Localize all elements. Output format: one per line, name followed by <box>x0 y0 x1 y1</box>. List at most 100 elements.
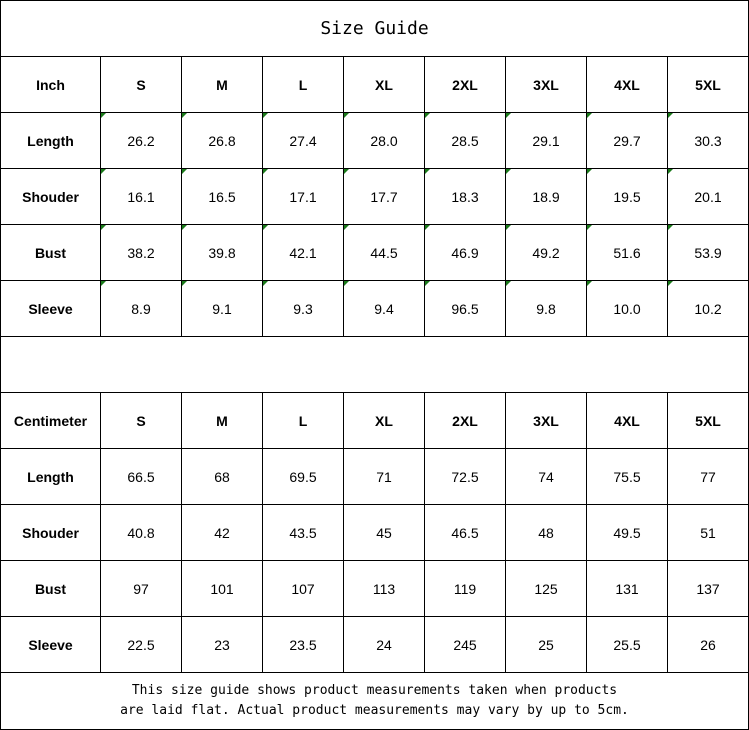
table-cell: 25 <box>505 616 587 673</box>
row-label: Bust <box>0 224 101 281</box>
table-cell: 28.0 <box>343 112 425 169</box>
unit-label: Inch <box>0 56 101 113</box>
table-cell: 113 <box>343 560 425 617</box>
table-cell: 39.8 <box>181 224 263 281</box>
table-cell: 29.7 <box>586 112 668 169</box>
table-cell: 10.0 <box>586 280 668 337</box>
table-cell: 72.5 <box>424 448 506 505</box>
size-header: XL <box>343 56 425 113</box>
unit-label: Centimeter <box>0 392 101 449</box>
table-cell: 17.1 <box>262 168 344 225</box>
table-row: Sleeve 22.5 23 23.5 24 245 25 25.5 26 <box>0 616 749 673</box>
size-header: 2XL <box>424 56 506 113</box>
table-cell: 19.5 <box>586 168 668 225</box>
table-cell: 53.9 <box>667 224 749 281</box>
table-cell: 51 <box>667 504 749 561</box>
table-cell: 137 <box>667 560 749 617</box>
size-header: L <box>262 392 344 449</box>
row-label: Length <box>0 448 101 505</box>
size-header: 5XL <box>667 56 749 113</box>
table-cell: 26.8 <box>181 112 263 169</box>
table-row: Length 66.5 68 69.5 71 72.5 74 75.5 77 <box>0 448 749 505</box>
table-cell: 51.6 <box>586 224 668 281</box>
table-cell: 245 <box>424 616 506 673</box>
size-header: 4XL <box>586 56 668 113</box>
table-cell: 48 <box>505 504 587 561</box>
size-header: M <box>181 56 263 113</box>
table-cell: 25.5 <box>586 616 668 673</box>
row-label: Sleeve <box>0 280 101 337</box>
table-cell: 43.5 <box>262 504 344 561</box>
row-label: Shouder <box>0 168 101 225</box>
table-cell: 49.5 <box>586 504 668 561</box>
table-cell: 18.9 <box>505 168 587 225</box>
table-cell: 42 <box>181 504 263 561</box>
spacer-row <box>0 336 749 393</box>
table-cell: 9.8 <box>505 280 587 337</box>
title-row: Size Guide <box>0 0 749 57</box>
header-row: Centimeter S M L XL 2XL 3XL 4XL 5XL <box>0 392 749 449</box>
size-header: 3XL <box>505 392 587 449</box>
table-cell: 101 <box>181 560 263 617</box>
table-cell: 131 <box>586 560 668 617</box>
table-cell: 9.1 <box>181 280 263 337</box>
page-title: Size Guide <box>0 0 749 57</box>
table-cell: 28.5 <box>424 112 506 169</box>
table-cell: 24 <box>343 616 425 673</box>
table-row: Shouder 40.8 42 43.5 45 46.5 48 49.5 51 <box>0 504 749 561</box>
table-row: Bust 38.2 39.8 42.1 44.5 46.9 49.2 51.6 53.9 <box>0 224 749 281</box>
table-cell: 97 <box>100 560 182 617</box>
header-row: Inch S M L XL 2XL 3XL 4XL 5XL <box>0 56 749 113</box>
table-cell: 23 <box>181 616 263 673</box>
table-cell: 23.5 <box>262 616 344 673</box>
table-cell: 119 <box>424 560 506 617</box>
table-cell: 107 <box>262 560 344 617</box>
table-cell: 49.2 <box>505 224 587 281</box>
table-cell: 26 <box>667 616 749 673</box>
table-row: Bust 97 101 107 113 119 125 131 137 <box>0 560 749 617</box>
table-cell: 18.3 <box>424 168 506 225</box>
table-cell: 46.5 <box>424 504 506 561</box>
row-label: Length <box>0 112 101 169</box>
spacer-cell <box>0 336 749 393</box>
footer-line-2: are laid flat. Actual product measuremen… <box>120 703 629 718</box>
table-cell: 71 <box>343 448 425 505</box>
table-cell: 69.5 <box>262 448 344 505</box>
row-label: Shouder <box>0 504 101 561</box>
size-header: M <box>181 392 263 449</box>
table-cell: 46.9 <box>424 224 506 281</box>
table-cell: 9.4 <box>343 280 425 337</box>
table-cell: 20.1 <box>667 168 749 225</box>
table-cell: 68 <box>181 448 263 505</box>
table-cell: 38.2 <box>100 224 182 281</box>
size-header: S <box>100 56 182 113</box>
table-cell: 16.5 <box>181 168 263 225</box>
row-label: Bust <box>0 560 101 617</box>
size-header: 3XL <box>505 56 587 113</box>
table-cell: 10.2 <box>667 280 749 337</box>
size-header: L <box>262 56 344 113</box>
table-cell: 96.5 <box>424 280 506 337</box>
table-cell: 45 <box>343 504 425 561</box>
table-cell: 74 <box>505 448 587 505</box>
size-header: XL <box>343 392 425 449</box>
table-cell: 22.5 <box>100 616 182 673</box>
table-row: Shouder 16.1 16.5 17.1 17.7 18.3 18.9 19.5 20.1 <box>0 168 749 225</box>
table-cell: 77 <box>667 448 749 505</box>
table-row: Length 26.2 26.8 27.4 28.0 28.5 29.1 29.7 30.3 <box>0 112 749 169</box>
table-row: Sleeve 8.9 9.1 9.3 9.4 96.5 9.8 10.0 10.2 <box>0 280 749 337</box>
size-header: 5XL <box>667 392 749 449</box>
table-cell: 42.1 <box>262 224 344 281</box>
table-cell: 26.2 <box>100 112 182 169</box>
table-cell: 29.1 <box>505 112 587 169</box>
footer-row: This size guide shows product measuremen… <box>0 672 749 730</box>
footer-note: This size guide shows product measuremen… <box>0 672 749 730</box>
table-cell: 125 <box>505 560 587 617</box>
table-cell: 17.7 <box>343 168 425 225</box>
table-cell: 30.3 <box>667 112 749 169</box>
table-cell: 27.4 <box>262 112 344 169</box>
table-cell: 16.1 <box>100 168 182 225</box>
footer-line-1: This size guide shows product measuremen… <box>131 683 618 698</box>
